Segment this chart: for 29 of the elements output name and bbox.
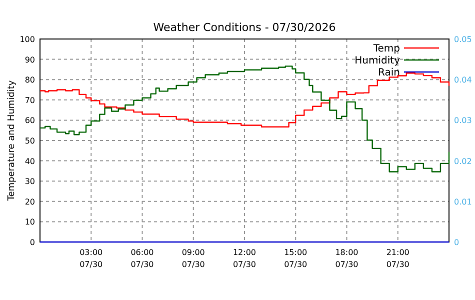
- y-tick-label: 100: [20, 35, 35, 44]
- x-tick-label: 21:00 07/30: [386, 248, 410, 269]
- y-tick-label: 90: [24, 55, 35, 64]
- y-tick-label: 20: [24, 197, 35, 206]
- y-tick-label: 10: [24, 218, 35, 227]
- y2-tick-label: 0.04: [454, 76, 472, 85]
- y-tick-label: 80: [24, 76, 35, 85]
- y2-tick-label: 0: [454, 238, 460, 247]
- chart-title: Weather Conditions - 07/30/2026: [153, 21, 336, 34]
- x-tick-label: 15:00 07/30: [284, 248, 308, 269]
- y2-tick-label: 0.01: [454, 197, 472, 206]
- y-tick-label: 0: [30, 238, 35, 247]
- y-tick-label: 70: [24, 96, 35, 105]
- x-tick-label: 09:00 07/30: [182, 248, 205, 269]
- x-tick-label: 18:00 07/30: [335, 248, 358, 269]
- legend-label: Temp: [372, 44, 400, 54]
- y-tick-label: 50: [24, 136, 35, 146]
- legend-label: Humidity: [354, 56, 400, 66]
- x-tick-label: 06:00 07/30: [130, 248, 154, 269]
- y-axis-title: Temperature and Humidity: [7, 80, 17, 202]
- y2-tick-label: 0.05: [454, 35, 472, 44]
- legend-label: Rain: [378, 68, 400, 78]
- y-tick-label: 30: [24, 177, 35, 186]
- x-tick-label: 12:00 07/30: [232, 248, 256, 269]
- y2-tick-label: 0.03: [454, 116, 472, 126]
- y2-tick-label: 0.02: [454, 156, 472, 166]
- y-tick-label: 40: [24, 156, 35, 166]
- y-tick-label: 60: [24, 116, 35, 126]
- x-tick-label: 03:00 07/30: [80, 248, 103, 269]
